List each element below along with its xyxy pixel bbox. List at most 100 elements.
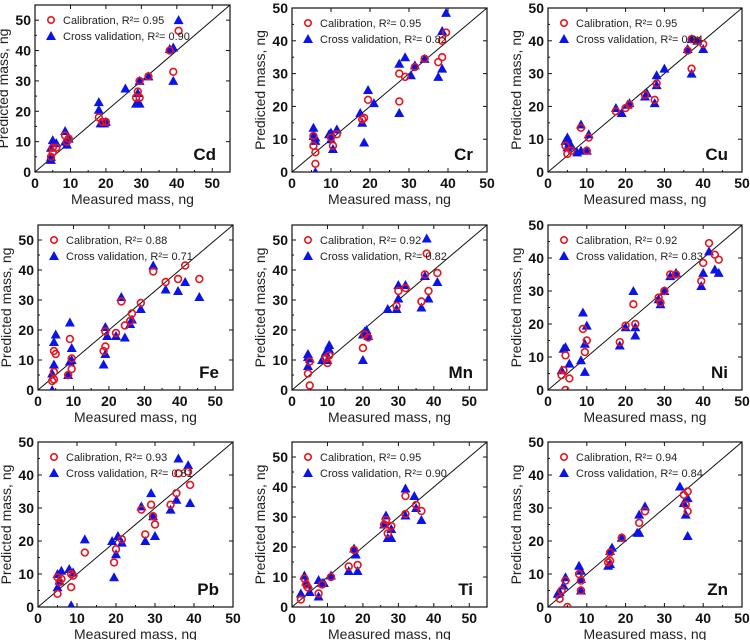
calibration-point	[605, 556, 615, 565]
cross-validation-point	[577, 307, 588, 317]
calibration-point	[671, 270, 681, 279]
y-tick-label: 20	[18, 322, 34, 338]
legend-cross-validation-icon	[559, 251, 569, 260]
cross-validation-point	[112, 531, 123, 541]
y-tick-label: 50	[272, 232, 288, 248]
calibration-series	[561, 34, 708, 159]
calibration-point	[173, 274, 183, 284]
calibration-point	[166, 500, 175, 509]
x-tick-label: 0	[288, 393, 296, 409]
calibration-point	[111, 545, 121, 554]
calibration-series	[557, 238, 723, 390]
calibration-point	[136, 298, 146, 308]
calibration-point	[381, 515, 391, 525]
calibration-point	[101, 342, 110, 351]
calibration-point	[53, 573, 62, 582]
x-tick-label: 0	[34, 610, 42, 626]
x-tick-label: 0	[288, 175, 296, 191]
cross-validation-point	[165, 504, 176, 514]
calibration-point	[311, 148, 320, 157]
calibration-point	[629, 300, 638, 309]
plot-frame	[291, 441, 488, 608]
calibration-point	[68, 571, 78, 580]
legend-calibration-icon	[49, 452, 58, 461]
legend: Calibration, R²= 0.88 Cross validation, R…	[49, 235, 193, 263]
y-tick-label: 10	[272, 131, 288, 147]
calibration-point	[117, 535, 127, 544]
x-tick-label: 0	[31, 175, 39, 191]
cross-validation-point	[704, 246, 715, 256]
legend: Calibration, R²= 0.92 Cross validation, R…	[303, 235, 447, 263]
y-tick-label: 30	[15, 73, 31, 89]
calibration-point	[309, 131, 318, 141]
cross-validation-point	[665, 271, 676, 281]
cross-validation-series	[295, 483, 427, 601]
calibration-point	[640, 90, 650, 100]
cross-validation-point	[119, 332, 130, 342]
panel-zn: 0 10 20 30 40 50 0 10 20 30 40 50 Measured mass, ng P…	[508, 434, 750, 640]
calibration-point	[557, 370, 566, 380]
element-label: Pb	[197, 580, 219, 599]
cross-validation-point	[160, 284, 171, 294]
x-tick-label: 0	[288, 610, 296, 626]
calibration-point	[111, 328, 121, 338]
cross-validation-point	[682, 493, 693, 503]
calibration-series	[555, 487, 692, 607]
element-label: Ti	[458, 580, 473, 599]
calibration-point	[401, 509, 410, 519]
cross-validation-point	[433, 71, 444, 81]
legend-cross-validation-label: Cross validation, R²= 0.71	[66, 251, 193, 263]
cross-validation-point	[432, 277, 443, 286]
y-tick-label: 50	[18, 434, 34, 450]
y-tick-label: 50	[272, 0, 288, 16]
calibration-point	[420, 54, 429, 64]
legend-cross-validation-icon	[49, 251, 59, 260]
x-tick-label: 10	[579, 175, 595, 191]
cross-validation-point	[126, 314, 137, 324]
calibration-point	[172, 488, 181, 498]
x-tick-label: 30	[657, 175, 673, 191]
cross-validation-point	[49, 385, 55, 390]
x-tick-label: 30	[657, 610, 673, 626]
legend-calibration-label: Calibration, R²= 0.95	[63, 15, 164, 27]
calibration-point	[395, 97, 404, 106]
calibration-point	[714, 255, 723, 264]
cross-validation-point	[409, 60, 420, 70]
y-tick-label: 40	[528, 467, 544, 483]
cross-validation-point	[93, 97, 104, 107]
calibration-point	[392, 301, 401, 311]
y-axis-title: Predicted mass, ng	[508, 465, 524, 585]
cross-validation-point	[134, 98, 145, 108]
calibration-point	[654, 293, 663, 302]
calibration-point	[185, 480, 195, 490]
calibration-point	[576, 576, 586, 585]
legend-cross-validation-label: Cross validation, R²= 0.82	[320, 251, 447, 263]
calibration-point	[433, 268, 442, 278]
legend: Calibration, R²= 0.95 Cross validation, R…	[303, 452, 447, 480]
cross-validation-point	[111, 331, 121, 340]
calibration-series	[46, 26, 183, 162]
element-label: Ni	[711, 363, 728, 382]
calibration-point	[146, 500, 156, 509]
legend: Calibration, R²= 0.92 Cross validation, R…	[559, 235, 703, 263]
x-tick-label: 0	[34, 393, 42, 409]
cross-validation-point	[400, 52, 411, 62]
x-tick-label: 10	[320, 393, 336, 409]
cross-validation-point	[394, 58, 405, 68]
cross-validation-point	[686, 68, 697, 78]
y-tick-label: 10	[18, 352, 34, 368]
x-axis-title: Measured mass, ng	[584, 191, 707, 207]
x-tick-label: 10	[320, 610, 336, 626]
calibration-point	[161, 277, 170, 287]
legend-calibration-label: Calibration, R²= 0.95	[576, 18, 677, 30]
y-tick-label: 10	[528, 349, 544, 365]
panel-mn: 0 10 20 30 40 50 0 10 20 30 40 50 Measured mass, ng P…	[252, 224, 488, 425]
x-tick-label: 50	[734, 610, 750, 626]
legend-calibration-label: Calibration, R²= 0.93	[66, 452, 167, 464]
calibration-point	[611, 107, 621, 116]
x-axis-title: Measured mass, ng	[74, 409, 197, 425]
cross-validation-point	[67, 600, 75, 607]
y-tick-label: 10	[272, 569, 288, 585]
calibration-point	[584, 133, 593, 142]
legend-calibration-icon	[559, 452, 568, 461]
